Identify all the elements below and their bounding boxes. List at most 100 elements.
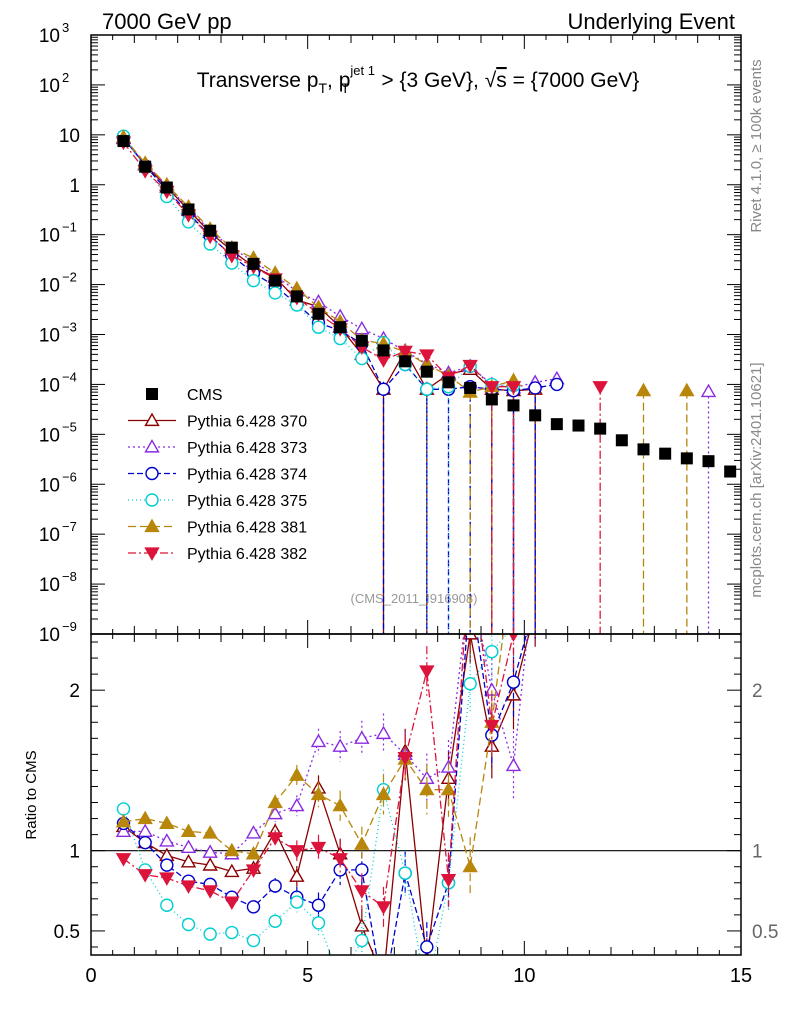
series-0-ratio-point [224, 863, 240, 878]
cms-data-point [529, 409, 542, 422]
y-tick-label: 10 [59, 126, 80, 147]
main-panel-frame [90, 34, 742, 635]
series-2-point [376, 382, 391, 396]
cms-data-point [139, 160, 152, 173]
legend-marker-2 [145, 466, 159, 481]
title-tail: = {7000 GeV} [507, 69, 640, 92]
series-5-ratio-point [267, 832, 283, 846]
cms-data-point [420, 365, 433, 378]
cms-data-point [485, 393, 498, 406]
legend-label-1: Pythia 6.428 373 [187, 440, 307, 457]
cms-data-point [117, 135, 130, 148]
series-5-point [462, 359, 478, 374]
title-sub1: T [318, 80, 327, 96]
cms-data-point [160, 181, 173, 194]
series-5-ratio-point [310, 841, 327, 856]
legend-marker-4 [144, 518, 160, 533]
series-4-ratio-point [354, 836, 370, 850]
y-tick-label: 10 [39, 26, 60, 47]
cms-data-point [572, 419, 585, 432]
series-2-point [528, 381, 542, 395]
y-tick-label: 1 [69, 176, 80, 197]
series-4-point [679, 382, 695, 397]
ratio-tick-label-right: 0.5 [752, 922, 778, 943]
y-tick-label: 10 [39, 76, 60, 97]
y-tick-exponent: −7 [62, 519, 77, 534]
legend-label-2: Pythia 6.428 374 [187, 467, 307, 484]
series-5-ratio-point [159, 872, 175, 886]
series-5-ratio-point [508, 634, 519, 642]
y-tick-label: 10 [39, 375, 60, 396]
legend-marker-1 [144, 439, 160, 453]
series-1-ratio-point [159, 833, 175, 847]
series-5-ratio-point [354, 885, 370, 899]
title-s: s [496, 69, 507, 92]
y-tick-label: 10 [39, 226, 60, 247]
series-3-ratio-point [334, 973, 346, 985]
series-4-ratio-point [375, 786, 392, 801]
cms-data-point [594, 422, 607, 435]
series-0-ratio-point [377, 973, 390, 984]
series-5-ratio-point [245, 864, 262, 878]
title-sqrt: √ [485, 69, 497, 92]
series-5-ratio-point [484, 719, 500, 734]
series-4-ratio-point [180, 823, 197, 837]
y-tick-label: 10 [39, 326, 60, 347]
series-0-ratio-point [180, 853, 197, 868]
y-tick-exponent: −1 [62, 220, 77, 235]
series-4-ratio-point [159, 815, 175, 829]
series-5-ratio-point [440, 873, 457, 888]
series-3-ratio-point [463, 677, 477, 691]
series-3-point [420, 382, 434, 396]
series-3-ratio-point [203, 927, 217, 941]
y-tick-exponent: −5 [62, 419, 77, 434]
series-3-ratio-point [225, 925, 239, 940]
legend-marker-0 [144, 412, 160, 427]
series-5-point [375, 354, 392, 368]
title-sup2: jet 1 [349, 63, 375, 78]
ratio-axis-label: Ratio to CMS [23, 750, 40, 839]
cms-data-point [550, 418, 563, 431]
series-4-ratio-point [462, 858, 478, 873]
cms-data-point [355, 334, 368, 347]
series-1-ratio-point [505, 757, 522, 772]
series-4-ratio-point [267, 794, 283, 809]
cms-data-point [659, 447, 672, 460]
ratio-tick-label-right: 1 [752, 842, 763, 863]
series-3-line [122, 135, 514, 390]
series-5-point [592, 381, 608, 395]
series-5-point [419, 349, 435, 363]
series-5-ratio-point [202, 885, 218, 899]
header-right: Underlying Event [567, 9, 735, 34]
x-tick-label: 5 [302, 965, 313, 987]
ratio-panel-series [115, 634, 536, 985]
cms-data-point [507, 399, 520, 412]
series-5-ratio-point [332, 853, 348, 867]
y-tick-exponent: −8 [62, 569, 77, 584]
x-tick-label: 0 [85, 965, 96, 987]
series-2-ratio-point [160, 858, 174, 872]
series-1-line [124, 139, 709, 392]
series-5-ratio-point [115, 853, 132, 867]
cms-data-point [334, 321, 347, 334]
series-4-ratio-point [440, 781, 457, 796]
series-1-ratio-point [137, 823, 153, 837]
cms-data-point [225, 241, 238, 254]
side-text-mcplots: mcplots.cern.ch [arXiv:2401.10621] [748, 362, 765, 597]
header-left: 7000 GeV pp [102, 9, 232, 34]
series-4-ratio-point [245, 845, 262, 860]
series-4-ratio-point [115, 813, 132, 828]
series-1-ratio-point [310, 733, 327, 748]
cms-data-point [442, 376, 455, 389]
y-tick-label: 10 [39, 625, 60, 646]
series-3-point [246, 273, 261, 288]
legend-marker-5 [144, 547, 160, 561]
series-1-ratio-point [180, 839, 197, 854]
cms-data-point [204, 224, 217, 237]
series-0-ratio-point [202, 857, 218, 871]
y-tick-label: 10 [39, 575, 60, 596]
series-2-ratio-point [311, 898, 326, 912]
series-5-ratio-point [375, 901, 392, 915]
